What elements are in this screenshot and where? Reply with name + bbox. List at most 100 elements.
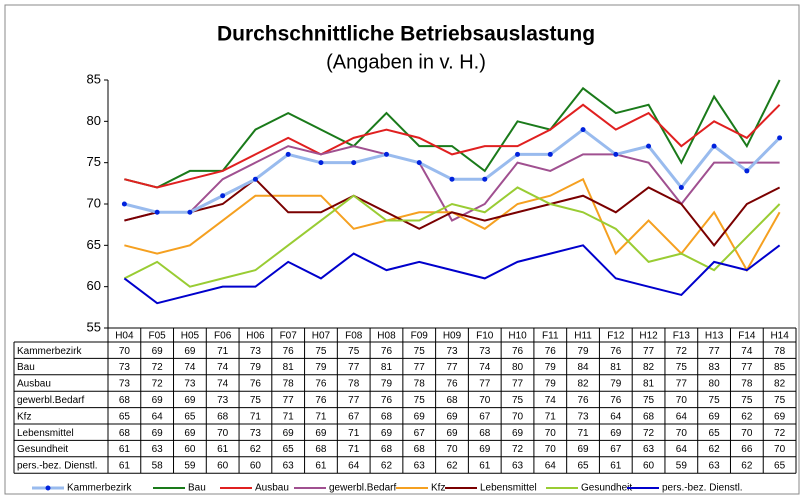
table-cell: 63	[512, 461, 524, 472]
table-cell: 69	[446, 428, 458, 439]
table-cell: 68	[315, 444, 327, 455]
table-cell: 65	[283, 444, 295, 455]
series-line	[124, 145, 780, 222]
table-cell: 69	[610, 428, 622, 439]
table-cell: 68	[381, 444, 393, 455]
table-cell: 79	[381, 379, 393, 390]
table-cell: 75	[643, 395, 655, 406]
table-cell: 79	[545, 362, 557, 373]
series-line	[124, 103, 781, 189]
y-tick-label: 55	[87, 319, 101, 334]
table-row-label: Gesundheit	[17, 444, 68, 455]
table-cell: 71	[250, 411, 262, 422]
table-cell: 63	[709, 461, 721, 472]
table-cell: 75	[348, 346, 360, 357]
chart-title: Durchschnittliche Betriebsauslastung	[217, 23, 595, 46]
table-cell: 59	[184, 461, 196, 472]
table-cell: 69	[184, 428, 196, 439]
table-cell: 69	[774, 411, 786, 422]
table-cell: 63	[643, 444, 655, 455]
table-cell: 71	[315, 411, 327, 422]
table-cell: 77	[479, 379, 491, 390]
table-cell: 70	[217, 428, 229, 439]
x-tick-label: F08	[345, 331, 363, 342]
table-cell: 72	[152, 379, 164, 390]
table-cell: 64	[348, 461, 360, 472]
x-tick-label: F13	[673, 331, 691, 342]
point	[351, 160, 357, 166]
table-cell: 77	[348, 362, 360, 373]
table-cell: 75	[512, 395, 524, 406]
table-cell: 77	[446, 362, 458, 373]
table-cell: 76	[545, 346, 557, 357]
table-cell: 69	[184, 395, 196, 406]
table-cell: 69	[152, 428, 164, 439]
y-tick-label: 85	[87, 71, 101, 86]
table-row-label: Ausbau	[17, 379, 51, 390]
y-tick-label: 65	[87, 237, 101, 252]
table-cell: 77	[414, 362, 426, 373]
series-line	[123, 244, 781, 305]
table-cell: 69	[152, 346, 164, 357]
table-cell: 65	[577, 461, 589, 472]
table-cell: 74	[479, 362, 491, 373]
point	[515, 151, 521, 157]
x-tick-label: H14	[770, 331, 789, 342]
legend-label: pers.-bez. Dienstl.	[662, 483, 743, 494]
x-tick-label: H11	[574, 331, 592, 342]
table-cell: 82	[577, 379, 589, 390]
table-cell: 71	[348, 444, 360, 455]
table-cell: 75	[741, 395, 753, 406]
table-row-label: Bau	[17, 362, 35, 373]
table-cell: 73	[119, 362, 131, 373]
table-cell: 63	[414, 461, 426, 472]
table-cell: 59	[676, 461, 688, 472]
x-tick-label: F14	[738, 331, 756, 342]
table-cell: 70	[119, 346, 131, 357]
table-row-label: pers.-bez. Dienstl.	[17, 461, 98, 472]
x-tick-label: H05	[181, 331, 200, 342]
table-cell: 74	[217, 379, 229, 390]
point	[711, 143, 717, 149]
table-cell: 72	[643, 428, 655, 439]
series-line	[123, 186, 781, 288]
legend-marker	[45, 485, 51, 491]
table-cell: 78	[414, 379, 426, 390]
point	[154, 209, 160, 215]
table-cell: 81	[643, 379, 655, 390]
table-cell: 61	[119, 444, 131, 455]
table-cell: 71	[283, 411, 295, 422]
legend-label: Bau	[188, 483, 206, 494]
table-cell: 67	[479, 411, 491, 422]
table-cell: 82	[774, 379, 786, 390]
x-tick-label: H04	[115, 331, 134, 342]
table-cell: 73	[250, 428, 262, 439]
table-cell: 77	[348, 395, 360, 406]
table-cell: 71	[348, 428, 360, 439]
table-cell: 67	[348, 411, 360, 422]
y-tick-label: 60	[87, 278, 101, 293]
table-cell: 74	[741, 346, 753, 357]
table-cell: 67	[414, 428, 426, 439]
table-cell: 72	[152, 362, 164, 373]
table-cell: 80	[709, 379, 721, 390]
table-cell: 84	[577, 362, 589, 373]
table-cell: 58	[152, 461, 164, 472]
table-cell: 76	[283, 346, 295, 357]
table-cell: 71	[577, 428, 589, 439]
table-cell: 71	[545, 411, 557, 422]
table-cell: 66	[741, 444, 753, 455]
y-tick-label: 80	[87, 113, 101, 128]
table-cell: 65	[119, 411, 131, 422]
table-cell: 62	[709, 444, 721, 455]
table-cell: 68	[414, 444, 426, 455]
table-cell: 79	[315, 362, 327, 373]
table-cell: 62	[446, 461, 458, 472]
x-tick-label: H06	[246, 331, 265, 342]
legend-label: Kfz	[431, 483, 445, 494]
x-tick-label: H09	[443, 331, 462, 342]
table-cell: 69	[512, 428, 524, 439]
y-tick-label: 75	[87, 154, 101, 169]
table-cell: 77	[643, 346, 655, 357]
